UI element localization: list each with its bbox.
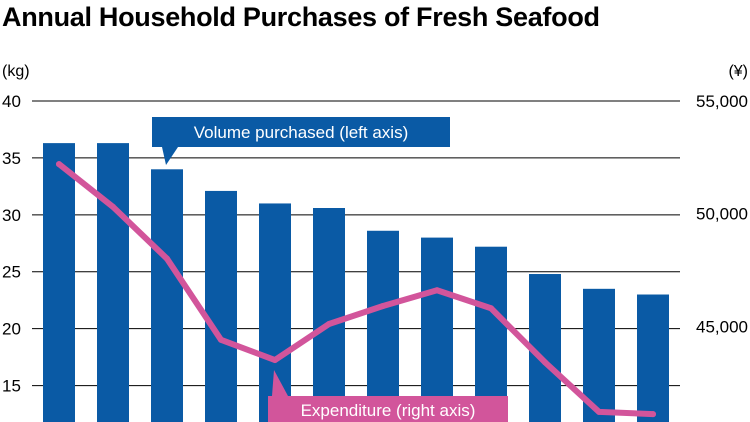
- expenditure-line-group: [56, 161, 656, 418]
- volume-bar: [151, 169, 183, 422]
- volume-label-pointer: [162, 147, 178, 165]
- volume-bar: [475, 246, 507, 422]
- volume-bars: [43, 143, 669, 422]
- expenditure-point: [218, 336, 224, 343]
- expenditure-point: [596, 408, 602, 415]
- expenditure-point: [110, 203, 116, 210]
- right-tick-label: 55,000: [696, 92, 748, 111]
- expenditure-line: [56, 161, 656, 418]
- chart-title: Annual Household Purchases of Fresh Seaf…: [2, 2, 600, 32]
- expenditure-point: [434, 287, 440, 294]
- volume-bar: [205, 190, 237, 422]
- expenditure-label-pointer: [272, 370, 288, 396]
- volume-label-box: [152, 117, 450, 147]
- right-tick-label: 45,000: [696, 317, 748, 336]
- left-tick-label: 40: [2, 92, 21, 111]
- left-tick-label: 35: [2, 149, 21, 168]
- volume-bar: [637, 294, 669, 422]
- expenditure-point: [542, 359, 548, 366]
- expenditure-point: [380, 302, 386, 309]
- left-tick-label: 20: [2, 320, 21, 339]
- expenditure-series-label: Expenditure (right axis): [301, 401, 476, 420]
- right-tick-label: 50,000: [696, 205, 748, 224]
- right-axis-unit: (¥): [728, 63, 748, 80]
- expenditure-point: [56, 161, 62, 168]
- expenditure-point: [650, 411, 656, 418]
- left-tick-label: 30: [2, 206, 21, 225]
- expenditure-point: [488, 305, 494, 312]
- volume-bar: [97, 143, 129, 422]
- volume-bar: [43, 143, 75, 422]
- expenditure-point: [272, 357, 278, 364]
- left-tick-label: 25: [2, 263, 21, 282]
- volume-bar: [367, 230, 399, 422]
- axis-labels: (kg) (¥) 40 35 30 25 20 15 55,000 50,000 45,000: [2, 63, 748, 396]
- expenditure-point: [326, 321, 332, 328]
- volume-bar: [421, 237, 453, 422]
- left-tick-label: 15: [2, 377, 21, 396]
- expenditure-label-box: [268, 396, 508, 422]
- left-axis-unit: (kg): [2, 63, 30, 80]
- series-labels: Volume purchased (left axis) Expenditure …: [152, 117, 508, 422]
- volume-series-label: Volume purchased (left axis): [194, 123, 409, 142]
- volume-bar: [313, 208, 345, 422]
- expenditure-point: [164, 255, 170, 262]
